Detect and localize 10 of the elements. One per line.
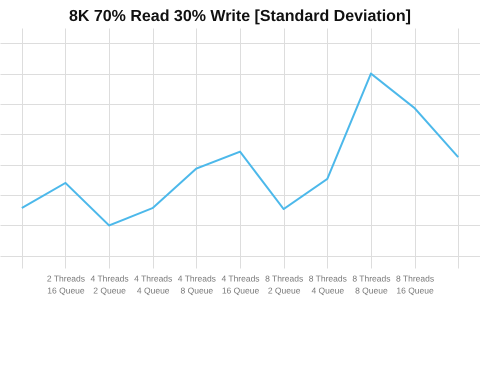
x-tick-label: 4 Threads 4 Queue [134,274,172,296]
x-tick-label: 8 Threads 8 Queue [352,274,390,296]
x-tick-label: 4 Threads 16 Queue [221,274,260,296]
x-tick-label: 4 Threads 2 Queue [90,274,129,296]
x-tick-label: 2 Threads 16 Queue [46,274,86,296]
x-tick-label: 8 Threads 2 Queue [265,274,304,296]
x-tick-label: 4 Threads 8 Queue [178,274,216,296]
x-tick-label: 8 Threads 4 Queue [308,274,347,296]
x-tick-label: 8 Threads 16 Queue [396,274,434,296]
chart-title: 8K 70% Read 30% Write [Standard Deviation] [68,8,412,25]
